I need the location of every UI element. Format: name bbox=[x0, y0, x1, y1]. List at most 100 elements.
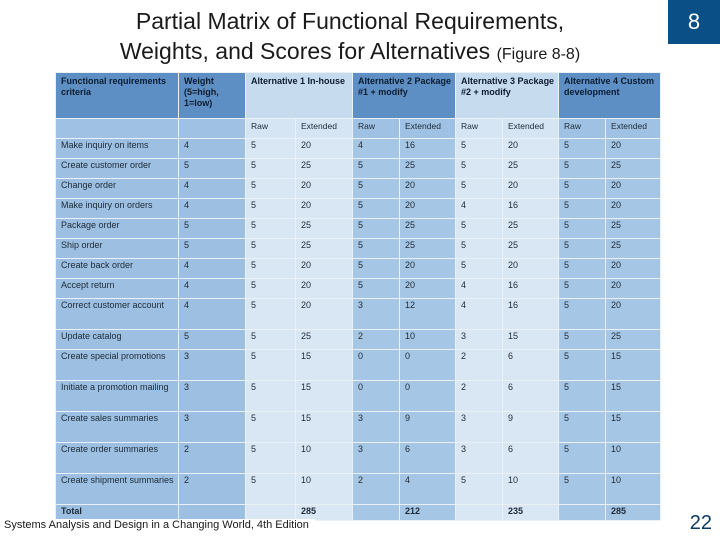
alt1-raw-cell: 5 bbox=[245, 178, 296, 199]
alt4-extended-cell: 10 bbox=[605, 442, 662, 474]
alt3-raw-cell: 4 bbox=[455, 278, 504, 299]
alt1-raw-cell: 5 bbox=[245, 298, 296, 330]
slide-title: Partial Matrix of Functional Requirement… bbox=[40, 6, 660, 70]
alt1-raw-cell: 5 bbox=[245, 138, 296, 159]
criterion-cell: Create order summaries bbox=[55, 442, 179, 474]
alt2-raw-cell: 5 bbox=[352, 178, 400, 199]
subheader-raw: Raw bbox=[558, 118, 607, 139]
alt4-extended-cell: 20 bbox=[605, 298, 662, 330]
table-row: Change order 4 5 20 5 20 5 20 5 20 bbox=[55, 178, 662, 199]
header-alternative-4: Alternative 4 Custom development bbox=[558, 72, 662, 119]
alt1-extended-cell: 20 bbox=[295, 138, 353, 159]
alt4-raw-cell: 5 bbox=[558, 473, 607, 505]
alt4-raw-cell: 5 bbox=[558, 298, 607, 330]
table-row: Create customer order 5 5 25 5 25 5 25 5… bbox=[55, 158, 662, 179]
alt3-raw-cell: 5 bbox=[455, 238, 504, 259]
alt4-raw-cell: 5 bbox=[558, 218, 607, 239]
alt1-raw-cell: 5 bbox=[245, 349, 296, 381]
alt4-extended-cell: 15 bbox=[605, 411, 662, 443]
criterion-cell: Initiate a promotion mailing bbox=[55, 380, 179, 412]
alt2-raw-cell: 3 bbox=[352, 442, 400, 474]
subheader-raw: Raw bbox=[455, 118, 504, 139]
alt1-extended-cell: 20 bbox=[295, 198, 353, 219]
total-alt4: 285 bbox=[605, 504, 662, 521]
weight-cell: 4 bbox=[178, 138, 246, 159]
alt3-raw-cell: 3 bbox=[455, 442, 504, 474]
alt2-extended-cell: 25 bbox=[398, 218, 457, 239]
alt2-raw-cell: 5 bbox=[352, 198, 400, 219]
alt2-raw-cell: 0 bbox=[352, 380, 400, 412]
alt2-extended-cell: 4 bbox=[398, 473, 457, 505]
subheader-blank bbox=[178, 118, 246, 139]
alt1-extended-cell: 10 bbox=[295, 473, 353, 505]
alt4-raw-cell: 5 bbox=[558, 258, 607, 279]
alt1-extended-cell: 20 bbox=[295, 298, 353, 330]
alt3-extended-cell: 20 bbox=[502, 178, 560, 199]
table-row: Accept return 4 5 20 5 20 4 16 5 20 bbox=[55, 278, 662, 299]
subheader-blank bbox=[55, 118, 179, 139]
alt1-extended-cell: 20 bbox=[295, 278, 353, 299]
weight-cell: 3 bbox=[178, 380, 246, 412]
title-line-2: Weights, and Scores for Alternatives bbox=[119, 38, 491, 64]
total-alt3: 235 bbox=[502, 504, 560, 521]
subheader-extended: Extended bbox=[502, 118, 560, 139]
table-row: Create sales summaries 3 5 15 3 9 3 9 5 … bbox=[55, 411, 662, 443]
header-alternative-1: Alternative 1 In-house bbox=[245, 72, 353, 119]
alt4-raw-cell: 5 bbox=[558, 138, 607, 159]
total-row: Total 285 212 235 285 bbox=[55, 504, 662, 521]
alt1-raw-cell: 5 bbox=[245, 198, 296, 219]
alt2-extended-cell: 20 bbox=[398, 278, 457, 299]
alt3-raw-cell: 2 bbox=[455, 380, 504, 412]
total-alt4-raw-cell bbox=[558, 504, 607, 521]
alt3-raw-cell: 4 bbox=[455, 298, 504, 330]
alt3-raw-cell: 2 bbox=[455, 349, 504, 381]
criterion-cell: Update catalog bbox=[55, 329, 179, 350]
alt2-extended-cell: 12 bbox=[398, 298, 457, 330]
criterion-cell: Create sales summaries bbox=[55, 411, 179, 443]
table-row: Update catalog 5 5 25 2 10 3 15 5 25 bbox=[55, 329, 662, 350]
alt4-raw-cell: 5 bbox=[558, 442, 607, 474]
table-row: Initiate a promotion mailing 3 5 15 0 0 … bbox=[55, 380, 662, 412]
alt2-extended-cell: 16 bbox=[398, 138, 457, 159]
requirements-matrix: Functional requirements criteria Weight … bbox=[55, 72, 662, 521]
alt1-raw-cell: 5 bbox=[245, 158, 296, 179]
alt3-raw-cell: 5 bbox=[455, 218, 504, 239]
alt1-raw-cell: 5 bbox=[245, 238, 296, 259]
total-alt2-raw-cell bbox=[352, 504, 400, 521]
alt4-raw-cell: 5 bbox=[558, 238, 607, 259]
alt2-extended-cell: 9 bbox=[398, 411, 457, 443]
weight-cell: 4 bbox=[178, 278, 246, 299]
alt1-extended-cell: 20 bbox=[295, 258, 353, 279]
alt3-extended-cell: 10 bbox=[502, 473, 560, 505]
alt3-raw-cell: 3 bbox=[455, 411, 504, 443]
criterion-cell: Create special promotions bbox=[55, 349, 179, 381]
weight-cell: 5 bbox=[178, 238, 246, 259]
alt2-raw-cell: 2 bbox=[352, 473, 400, 505]
table-row: Create special promotions 3 5 15 0 0 2 6… bbox=[55, 349, 662, 381]
alt3-raw-cell: 3 bbox=[455, 329, 504, 350]
weight-cell: 4 bbox=[178, 258, 246, 279]
alt2-raw-cell: 3 bbox=[352, 411, 400, 443]
page-number: 22 bbox=[689, 512, 712, 534]
weight-cell: 4 bbox=[178, 298, 246, 330]
table-row: Create back order 4 5 20 5 20 5 20 5 20 bbox=[55, 258, 662, 279]
header-alternative-3: Alternative 3 Package #2 + modify bbox=[455, 72, 560, 119]
total-alt2: 212 bbox=[398, 504, 457, 521]
alt1-raw-cell: 5 bbox=[245, 442, 296, 474]
table-row: Create order summaries 2 5 10 3 6 3 6 5 … bbox=[55, 442, 662, 474]
alt3-extended-cell: 25 bbox=[502, 158, 560, 179]
alt4-extended-cell: 20 bbox=[605, 258, 662, 279]
alt3-extended-cell: 16 bbox=[502, 278, 560, 299]
alt2-extended-cell: 20 bbox=[398, 178, 457, 199]
alt3-raw-cell: 4 bbox=[455, 198, 504, 219]
alt1-raw-cell: 5 bbox=[245, 278, 296, 299]
header-weight: Weight (5=high, 1=low) bbox=[178, 72, 246, 119]
alt3-extended-cell: 15 bbox=[502, 329, 560, 350]
weight-cell: 2 bbox=[178, 473, 246, 505]
table-row: Ship order 5 5 25 5 25 5 25 5 25 bbox=[55, 238, 662, 259]
criterion-cell: Package order bbox=[55, 218, 179, 239]
alt1-raw-cell: 5 bbox=[245, 380, 296, 412]
alt2-raw-cell: 4 bbox=[352, 138, 400, 159]
subheader-raw: Raw bbox=[352, 118, 400, 139]
table-row: Create shipment summaries 2 5 10 2 4 5 1… bbox=[55, 473, 662, 505]
